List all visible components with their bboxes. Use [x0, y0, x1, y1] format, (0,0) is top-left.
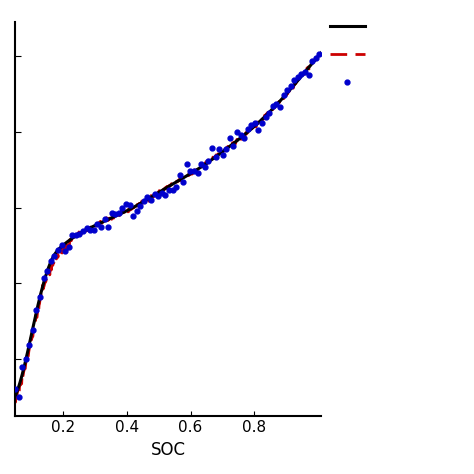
Legend: , , : , ,: [325, 14, 373, 95]
X-axis label: SOC: SOC: [151, 441, 186, 459]
